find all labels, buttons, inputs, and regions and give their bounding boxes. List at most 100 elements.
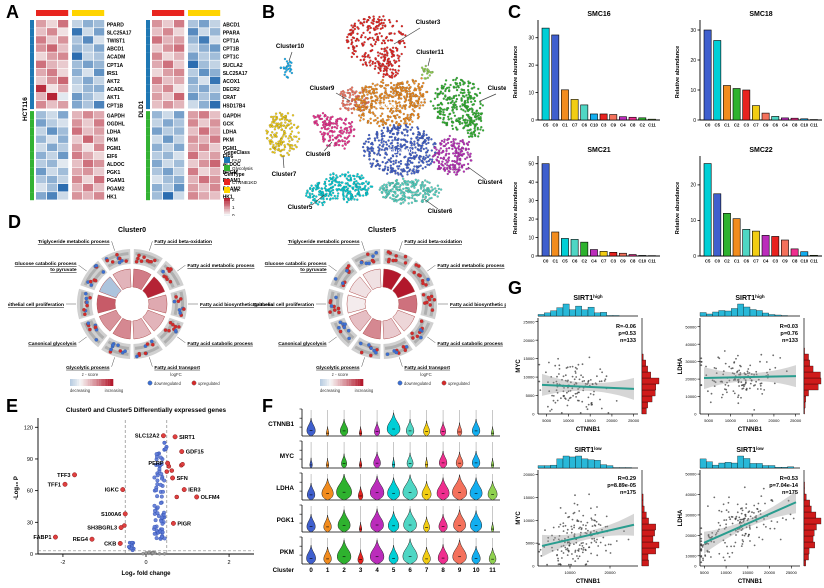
heat-cell bbox=[36, 68, 47, 77]
bar-C7 bbox=[752, 230, 760, 257]
go-logfc-dot bbox=[82, 308, 86, 312]
gene-label: AKT1 bbox=[107, 95, 120, 101]
umap-cluster-6 bbox=[378, 177, 443, 205]
top-hist-bar bbox=[768, 314, 776, 317]
scatter-ylabel: MYC bbox=[516, 359, 522, 373]
heat-cell bbox=[174, 84, 185, 93]
go-logfc-dot bbox=[394, 350, 399, 355]
go-logfc-dot bbox=[359, 260, 364, 265]
regression-line bbox=[703, 375, 797, 380]
umap-cluster-4 bbox=[431, 134, 473, 176]
gene-label: PPARA bbox=[223, 30, 241, 36]
go-logfc-dot bbox=[418, 273, 422, 278]
gene-label: ACOX1 bbox=[223, 79, 240, 85]
svg-text:50: 50 bbox=[528, 161, 534, 167]
go-logfc-dot bbox=[178, 311, 183, 315]
heat-cell bbox=[72, 76, 83, 85]
heat-cell bbox=[188, 36, 199, 44]
go-term-label: Fatty acid metabolic process bbox=[187, 263, 254, 269]
go-logfc-dot bbox=[136, 256, 140, 261]
go-logfc-dot bbox=[111, 343, 115, 347]
gene-label: PGAM1 bbox=[107, 178, 125, 184]
go-term-label: Fatty acid catabolic process bbox=[187, 341, 253, 347]
svg-text:0: 0 bbox=[144, 560, 147, 566]
gene-label: CPT1A bbox=[223, 39, 240, 45]
heat-cell bbox=[36, 151, 47, 160]
svg-text:20: 20 bbox=[528, 63, 534, 69]
go-logfc-dot bbox=[427, 297, 432, 302]
heat-cell bbox=[36, 60, 47, 68]
top-hist-bar bbox=[544, 465, 551, 469]
heat-cell bbox=[94, 143, 105, 151]
heat-cell bbox=[163, 60, 174, 68]
umap-leader-line bbox=[479, 93, 497, 102]
svg-text:40: 40 bbox=[528, 180, 534, 186]
heat-cell bbox=[58, 184, 69, 192]
go-logfc-dot bbox=[401, 345, 406, 349]
scatter-title: SIRT1low bbox=[736, 446, 764, 454]
violin-LDHA-c8 bbox=[436, 477, 450, 501]
heat-cell bbox=[83, 44, 94, 52]
heat-cell bbox=[72, 84, 83, 93]
bar-tick-label: C1 bbox=[724, 123, 730, 128]
heat-cell bbox=[199, 92, 210, 101]
panel-c-letter: C bbox=[508, 2, 521, 22]
heat-cell bbox=[210, 60, 221, 68]
svg-text:decreasing: decreasing bbox=[70, 388, 91, 393]
svg-text:20000: 20000 bbox=[764, 570, 776, 575]
bar-C10 bbox=[638, 255, 647, 257]
heat-cell bbox=[163, 135, 174, 143]
heat-cell bbox=[174, 44, 185, 52]
heat-cell bbox=[58, 167, 69, 176]
gene-label: GAPDH bbox=[223, 113, 241, 119]
go-logfc-dot bbox=[334, 295, 338, 300]
heat-cell bbox=[163, 175, 174, 184]
violin-CTNNB1-c11 bbox=[491, 426, 495, 437]
top-hist-bar bbox=[606, 315, 614, 317]
heat-cell bbox=[152, 143, 163, 151]
violin-PGK1-c2 bbox=[337, 509, 351, 533]
heat-cell bbox=[188, 167, 199, 176]
go-zscore-wedge bbox=[392, 276, 416, 299]
go-term-label: Fatty acid beta-oxidation bbox=[154, 239, 212, 245]
heat-cell bbox=[58, 44, 69, 52]
svg-text:30000: 30000 bbox=[685, 513, 697, 518]
heat-cell bbox=[94, 135, 105, 143]
top-hist-bar bbox=[724, 462, 732, 469]
heat-cell bbox=[94, 68, 105, 77]
heat-cell bbox=[94, 192, 105, 200]
heat-cell bbox=[152, 119, 163, 127]
bar-C3 bbox=[771, 236, 780, 257]
heat-cell bbox=[210, 84, 221, 93]
heat-cell bbox=[210, 20, 221, 28]
heat-cell bbox=[163, 111, 174, 119]
go-logfc-dot bbox=[428, 303, 433, 307]
volcano-gene-label: IGKC bbox=[105, 488, 119, 494]
go-term-label: to pyruvate bbox=[50, 267, 77, 273]
heat-cell bbox=[72, 92, 83, 101]
volcano-gene-label: SH3BGRL3 bbox=[87, 526, 117, 532]
heat-cell bbox=[36, 167, 47, 176]
right-hist-bar bbox=[803, 371, 821, 379]
gene-label: PGAM2 bbox=[107, 186, 125, 192]
heat-cell bbox=[72, 20, 83, 28]
svg-text:50000: 50000 bbox=[685, 324, 697, 329]
svg-text:5000: 5000 bbox=[542, 418, 552, 423]
bar-tick-label: C0 bbox=[553, 123, 559, 128]
bar-tick-label: C0 bbox=[543, 259, 549, 264]
heat-cell bbox=[47, 127, 58, 135]
svg-text:downregulated: downregulated bbox=[154, 381, 182, 386]
bar-tick-label: C10 bbox=[800, 259, 808, 264]
gene-label: LDHA bbox=[223, 130, 237, 136]
violin-LDHA-c2 bbox=[336, 473, 352, 501]
bar-C6 bbox=[570, 239, 579, 257]
volcano-gene-point bbox=[117, 540, 123, 546]
gene-label: ALDOC bbox=[107, 162, 125, 168]
heat-cell bbox=[36, 119, 47, 127]
gene-label: CPT1A bbox=[107, 63, 124, 69]
heat-cell bbox=[83, 28, 94, 36]
violin-CTNNB1-c5 bbox=[386, 412, 401, 437]
top-hist-bar bbox=[587, 306, 595, 317]
go-logfc-dot bbox=[329, 304, 334, 308]
heat-cell bbox=[210, 111, 221, 119]
